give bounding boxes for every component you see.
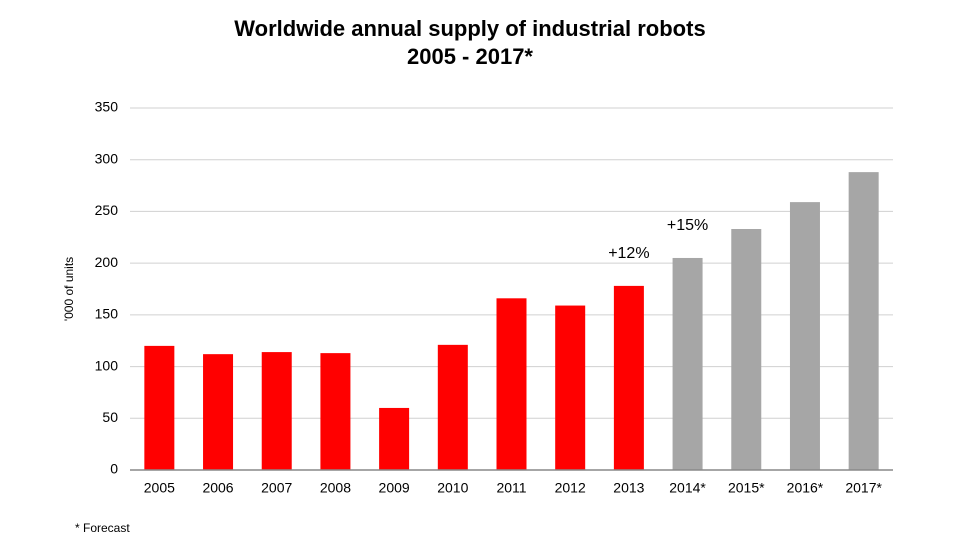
x-tick-label: 2009 xyxy=(379,480,410,496)
y-tick-label: 200 xyxy=(95,254,119,270)
y-tick-label: 150 xyxy=(95,306,119,322)
x-tick-label: 2011 xyxy=(496,480,526,496)
x-tick-label: 2008 xyxy=(320,480,351,496)
y-tick-label: 50 xyxy=(102,409,118,425)
y-tick-label: 0 xyxy=(110,461,118,477)
x-tick-label: 2005 xyxy=(144,480,175,496)
bar xyxy=(848,172,879,470)
bar xyxy=(789,202,820,470)
annotation: +12% xyxy=(608,245,649,262)
x-tick-label: 2013 xyxy=(613,480,644,496)
footnote: * Forecast xyxy=(75,521,130,535)
y-tick-label: 250 xyxy=(95,202,119,218)
bar xyxy=(437,344,468,470)
x-tick-label: 2012 xyxy=(555,480,586,496)
bar xyxy=(379,407,410,470)
x-tick-label: 2017* xyxy=(845,480,882,496)
chart-subtitle: 2005 - 2017* xyxy=(407,44,533,69)
y-tick-label: 350 xyxy=(95,99,119,115)
annotation: +15% xyxy=(667,217,708,234)
x-tick-label: 2007 xyxy=(261,480,292,496)
y-tick-label: 100 xyxy=(95,357,119,373)
chart-title: Worldwide annual supply of industrial ro… xyxy=(234,16,705,41)
x-tick-label: 2016* xyxy=(787,480,824,496)
x-tick-label: 2014* xyxy=(669,480,706,496)
bar xyxy=(672,257,703,470)
x-tick-label: 2010 xyxy=(437,480,468,496)
y-tick-label: 300 xyxy=(95,150,119,166)
bar xyxy=(496,298,527,470)
bar xyxy=(555,305,586,470)
x-tick-label: 2015* xyxy=(728,480,765,496)
bar xyxy=(613,285,644,470)
bar xyxy=(320,353,351,470)
bar xyxy=(144,345,175,470)
bar xyxy=(203,354,234,470)
y-axis-label: '000 of units xyxy=(62,257,76,321)
bar xyxy=(731,229,762,470)
bar xyxy=(261,352,292,470)
x-tick-label: 2006 xyxy=(202,480,233,496)
